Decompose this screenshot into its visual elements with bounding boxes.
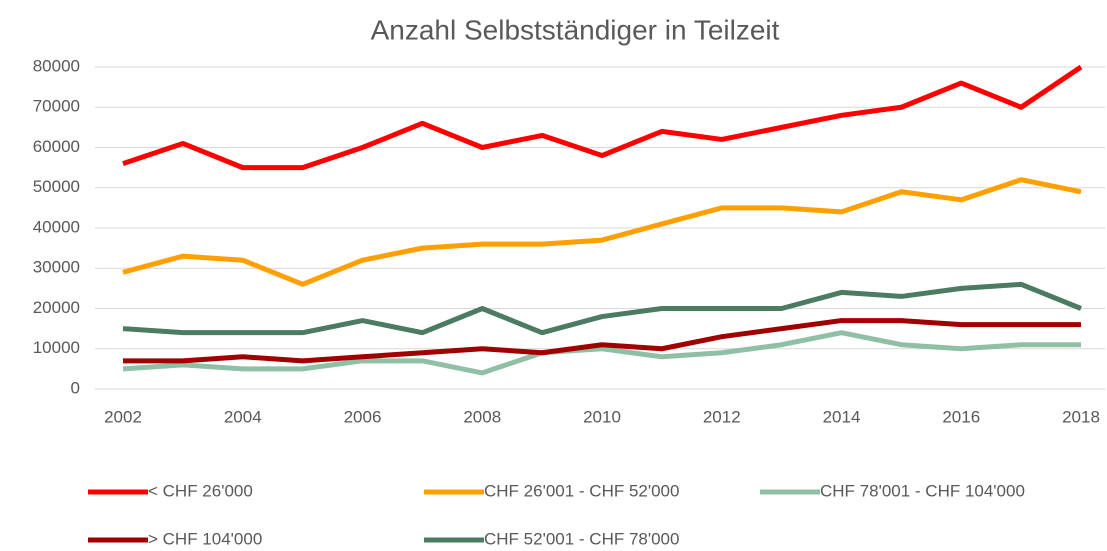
x-tick-label: 2008	[463, 407, 501, 426]
x-tick-label: 2006	[344, 407, 382, 426]
x-tick-label: 2014	[823, 407, 861, 426]
line-series	[123, 318, 1081, 364]
x-tick-label: 2010	[583, 407, 621, 426]
y-tick-label: 40000	[33, 217, 80, 236]
y-tick-label: 70000	[33, 97, 80, 116]
y-tick-label: 0	[71, 378, 80, 397]
y-tick-label: 30000	[33, 258, 80, 277]
legend-label: CHF 52'001 - CHF 78'000	[484, 529, 679, 548]
legend-label: CHF 26'001 - CHF 52'000	[484, 481, 679, 500]
y-tick-label: 10000	[33, 338, 80, 357]
line-series	[122, 64, 1083, 171]
x-tick-label: 2002	[104, 407, 142, 426]
line-series	[122, 281, 1082, 336]
y-tick-label: 50000	[33, 177, 80, 196]
x-tick-label: 2004	[224, 407, 262, 426]
legend-label: > CHF 104'000	[148, 529, 262, 548]
line-series	[122, 177, 1082, 287]
x-tick-label: 2012	[703, 407, 741, 426]
x-tick-label: 2016	[942, 407, 980, 426]
legend-label: < CHF 26'000	[148, 481, 253, 500]
y-tick-label: 20000	[33, 298, 80, 317]
legend-label: CHF 78'001 - CHF 104'000	[820, 481, 1025, 500]
y-tick-label: 80000	[33, 56, 80, 75]
y-tick-label: 60000	[33, 137, 80, 156]
chart-title: Anzahl Selbstständiger in Teilzeit	[371, 14, 780, 45]
x-tick-label: 2018	[1062, 407, 1100, 426]
line-series	[122, 330, 1081, 376]
